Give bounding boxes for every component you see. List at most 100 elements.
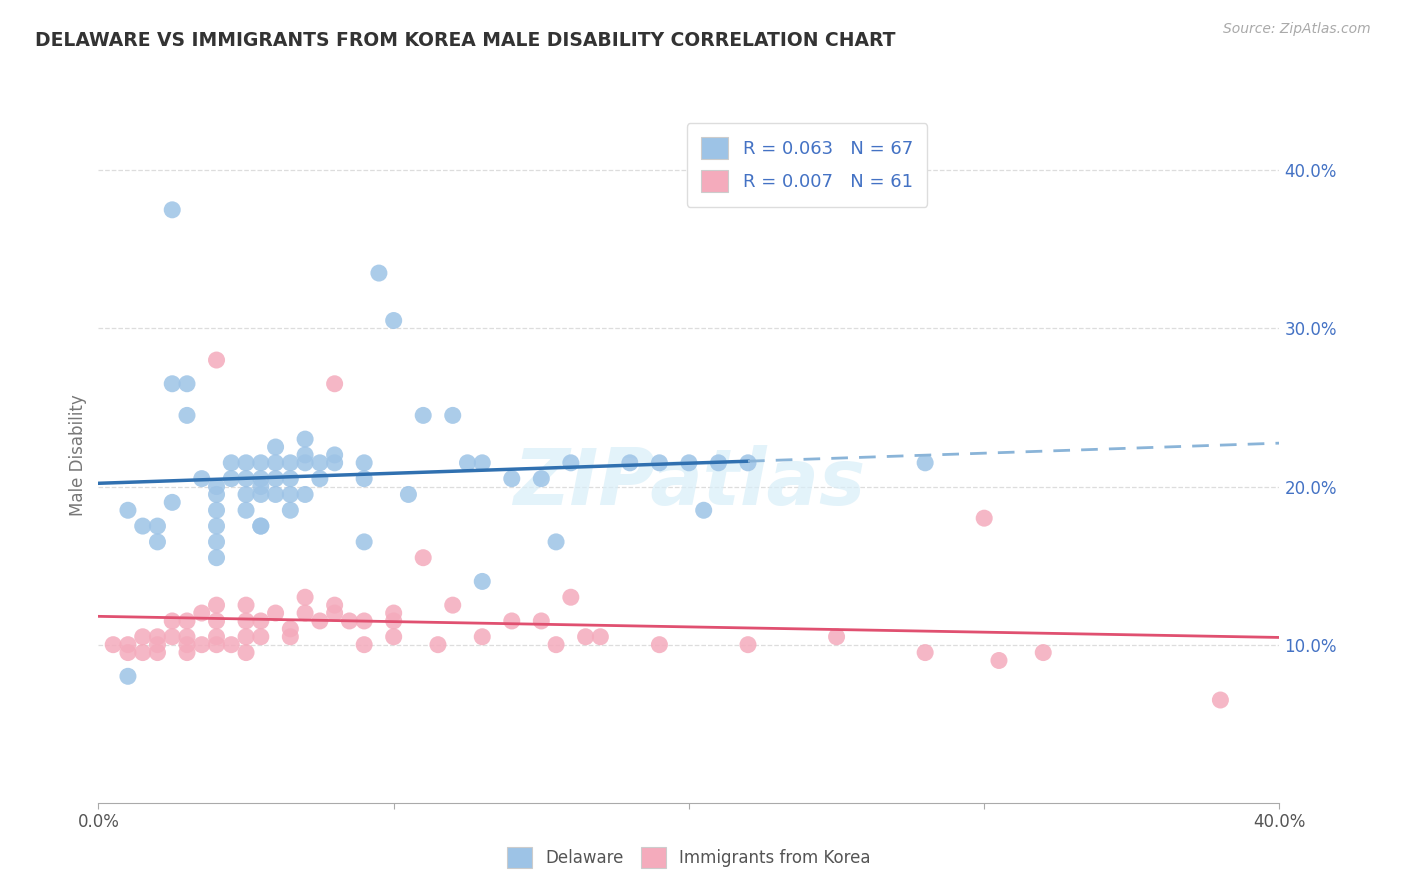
Point [250,487,273,501]
Point [737,638,759,652]
Point [162,202,183,217]
Point [205,519,228,533]
Point [382,313,405,327]
Point [146,630,169,644]
Point [278,456,302,470]
Text: DELAWARE VS IMMIGRANTS FROM KOREA MALE DISABILITY CORRELATION CHART: DELAWARE VS IMMIGRANTS FROM KOREA MALE D… [35,31,896,50]
Point [323,376,346,391]
Point [205,503,228,517]
Point [250,472,273,486]
Point [1209,693,1232,707]
Point [235,472,257,486]
Point [530,614,553,628]
Point [309,472,332,486]
Point [132,519,155,533]
Point [250,456,273,470]
Point [176,638,198,652]
Point [471,456,494,470]
Point [278,622,302,636]
Point [205,638,228,652]
Point [132,646,155,660]
Point [250,519,273,533]
Point [560,456,582,470]
Point [309,456,332,470]
Point [914,456,936,470]
Point [323,606,346,620]
Point [278,487,302,501]
Point [191,606,214,620]
Point [589,630,612,644]
Point [456,456,478,470]
Point [323,456,346,470]
Point [264,472,287,486]
Point [1032,646,1054,660]
Point [530,472,553,486]
Point [353,638,375,652]
Point [560,591,582,605]
Point [176,614,198,628]
Point [648,638,671,652]
Point [264,606,287,620]
Point [737,456,759,470]
Point [176,376,198,391]
Point [176,646,198,660]
Point [205,550,228,565]
Point [973,511,995,525]
Point [619,456,641,470]
Point [987,653,1010,667]
Point [117,646,139,660]
Point [501,614,523,628]
Point [648,456,671,470]
Point [278,472,302,486]
Point [323,598,346,612]
Point [132,630,155,644]
Point [146,646,169,660]
Point [278,630,302,644]
Point [264,456,287,470]
Point [382,614,405,628]
Point [250,479,273,493]
Point [250,614,273,628]
Point [205,534,228,549]
Point [501,472,523,486]
Point [427,638,450,652]
Point [235,646,257,660]
Point [219,472,242,486]
Point [546,638,568,652]
Point [235,456,257,470]
Point [382,606,405,620]
Point [471,630,494,644]
Point [103,638,125,652]
Point [162,495,183,509]
Point [441,598,464,612]
Point [264,440,287,454]
Point [235,503,257,517]
Point [205,598,228,612]
Point [323,448,346,462]
Point [146,638,169,652]
Point [219,638,242,652]
Point [412,409,434,423]
Point [294,432,316,446]
Point [117,669,139,683]
Point [146,519,169,533]
Point [574,630,596,644]
Point [412,550,434,565]
Point [146,534,169,549]
Point [294,591,316,605]
Point [205,353,228,368]
Point [205,630,228,644]
Point [176,630,198,644]
Point [250,630,273,644]
Point [441,409,464,423]
Point [353,472,375,486]
Point [294,487,316,501]
Point [294,606,316,620]
Point [191,638,214,652]
Point [235,630,257,644]
Point [707,456,730,470]
Point [219,456,242,470]
Point [235,598,257,612]
Point [235,614,257,628]
Point [264,487,287,501]
